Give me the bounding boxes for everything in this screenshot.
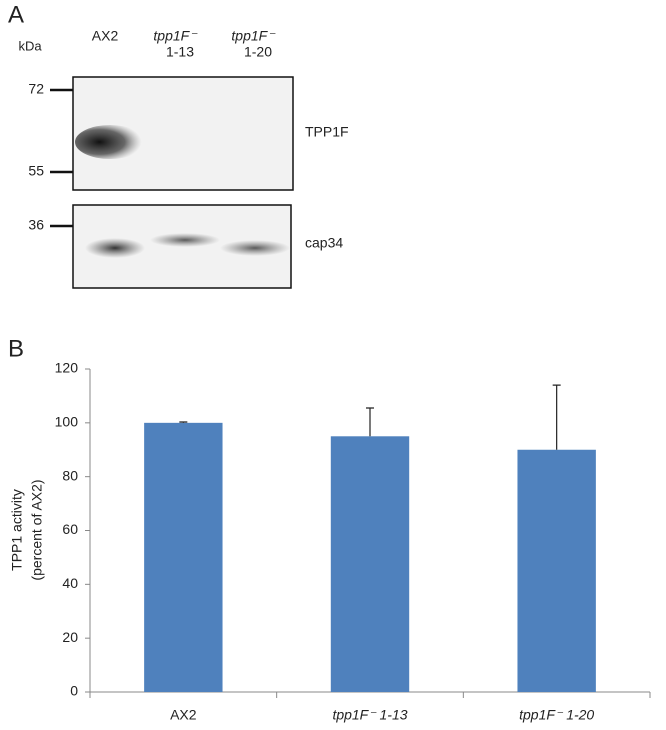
lane-label: AX2 [92,28,119,44]
y-tick-label: 20 [62,629,78,645]
band [85,238,145,258]
x-tick-label: AX2 [170,707,197,723]
blot-label: TPP1F [305,124,349,140]
band [220,240,290,256]
y-tick-label: 100 [55,414,79,430]
bar [330,436,410,692]
marker-label: 72 [28,81,44,97]
y-tick-label: 0 [70,683,78,699]
blot-label: cap34 [305,235,343,251]
error-bar [179,421,188,423]
y-axis-label: (percent of AX2) [29,479,45,580]
lane-clone: 1-20 [244,44,272,60]
y-tick-label: 60 [62,521,78,537]
error-bar [366,407,374,437]
y-axis-label: TPP1 activity [9,489,25,571]
x-tick-label: tpp1F⁻ 1-20 [519,707,594,723]
y-tick-label: 120 [55,360,79,376]
panel-label: A [8,1,24,28]
lane-label: tpp1F⁻ [153,28,198,44]
y-tick-label: 80 [62,467,78,483]
y-tick-label: 40 [62,575,78,591]
band [75,125,145,159]
marker-label: 55 [28,163,44,179]
bar [517,449,596,692]
bar [144,422,223,692]
lane-clone: 1-13 [166,44,194,60]
panel-label: B [8,335,24,362]
band [150,233,220,247]
x-tick-label: tpp1F⁻ 1-13 [332,707,407,723]
marker-label: 36 [28,217,44,233]
unit-label: kDa [18,38,42,53]
error-bar [552,384,561,450]
lane-label: tpp1F⁻ [231,28,276,44]
